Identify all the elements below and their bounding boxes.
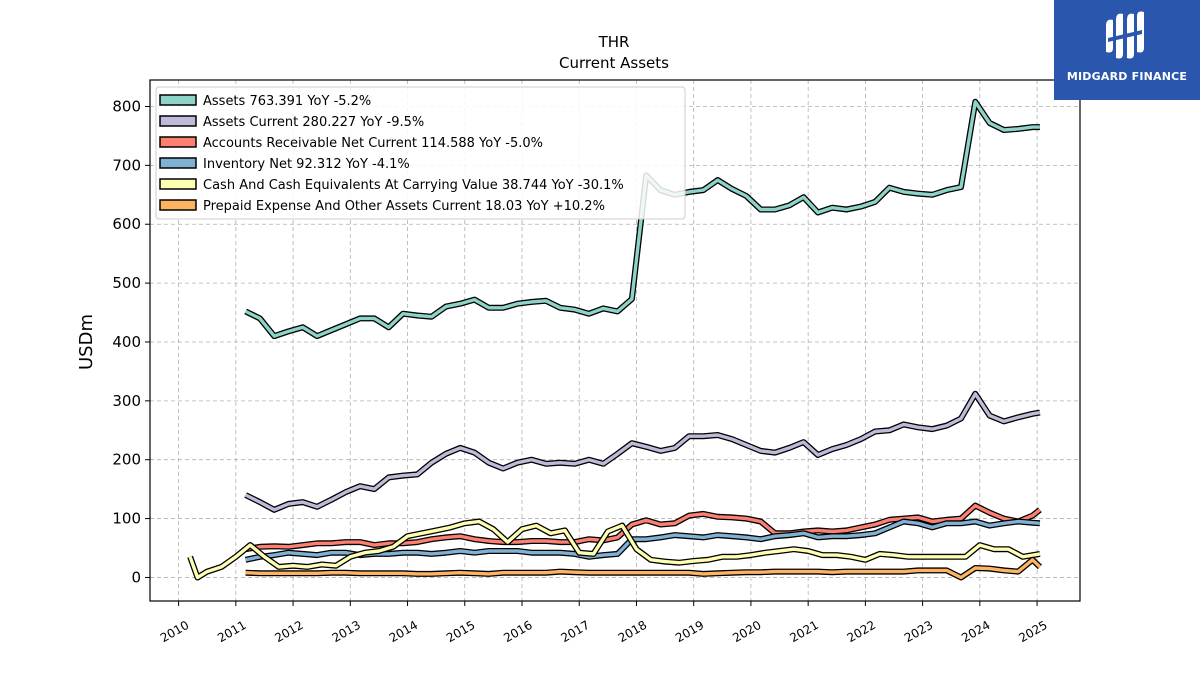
legend-label: Cash And Cash Equivalents At Carrying Va… xyxy=(203,178,624,193)
legend-label: Prepaid Expense And Other Assets Current… xyxy=(203,199,605,214)
x-tick-label: 2019 xyxy=(673,618,706,645)
x-tick-label: 2016 xyxy=(501,618,534,645)
x-tick-label: 2023 xyxy=(902,618,935,645)
series-line xyxy=(245,503,1041,551)
series-line-outline xyxy=(244,390,1041,513)
y-tick-label: 500 xyxy=(112,274,141,292)
legend-swatch xyxy=(159,136,197,148)
y-tick-label: 400 xyxy=(112,333,141,351)
legend-swatch xyxy=(159,94,197,106)
brand-name: MIDGARD FINANCE xyxy=(1066,70,1188,83)
legend-swatch xyxy=(159,199,197,211)
y-tick-label: 700 xyxy=(112,156,141,174)
series-line xyxy=(188,519,1041,580)
x-tick-label: 2015 xyxy=(444,618,477,645)
brand-logo: MIDGARD FINANCE xyxy=(1054,0,1200,100)
y-tick-label: 100 xyxy=(112,510,141,528)
plot-frame xyxy=(149,79,1081,602)
legend-label: Assets 763.391 YoY -5.2% xyxy=(203,94,371,109)
brand-mark-icon xyxy=(1106,11,1144,59)
x-tick-label: 2014 xyxy=(387,618,420,645)
x-tick-label: 2021 xyxy=(787,618,820,645)
x-tick-label: 2011 xyxy=(215,618,248,645)
x-tick-label: 2022 xyxy=(845,618,878,645)
x-tick-label: 2017 xyxy=(559,618,592,645)
x-tick-label: 2010 xyxy=(158,618,191,645)
x-tick-label: 2018 xyxy=(616,618,649,645)
y-tick-label: 300 xyxy=(112,392,141,410)
y-tick-label: 800 xyxy=(112,97,141,115)
legend: Assets 763.391 YoY -5.2% Assets Current 2… xyxy=(155,86,686,220)
x-tick-label: 2013 xyxy=(330,618,363,645)
series-assets-current xyxy=(244,390,1041,513)
chart-title: THR xyxy=(598,33,630,51)
y-tick-label: 600 xyxy=(112,215,141,233)
series-cash-and-cash-equivalents-at-carrying-value xyxy=(187,518,1041,581)
x-tick-label: 2025 xyxy=(1016,618,1049,645)
legend-label: Accounts Receivable Net Current 114.588 … xyxy=(203,136,543,151)
legend-swatch xyxy=(159,178,197,190)
x-tick-label: 2020 xyxy=(730,618,763,645)
chart-subtitle: Current Assets xyxy=(559,54,669,72)
series-lines xyxy=(187,98,1042,581)
series-accounts-receivable-net-current xyxy=(245,502,1042,553)
series-prepaid-expense-and-other-assets-current xyxy=(245,556,1042,581)
series-line xyxy=(244,392,1041,512)
legend-label: Assets Current 280.227 YoY -9.5% xyxy=(203,115,424,130)
series-line xyxy=(245,558,1042,580)
legend-swatch xyxy=(159,157,197,169)
x-tick-label: 2012 xyxy=(272,618,305,645)
x-tick-label: 2024 xyxy=(959,618,992,645)
legend-swatch xyxy=(159,115,197,127)
legend-label: Inventory Net 92.312 YoY -4.1% xyxy=(203,157,410,172)
legend-box xyxy=(155,86,686,220)
y-tick-label: 200 xyxy=(112,451,141,469)
y-axis-label: USDm xyxy=(76,314,97,370)
y-tick-label: 0 xyxy=(131,568,141,586)
